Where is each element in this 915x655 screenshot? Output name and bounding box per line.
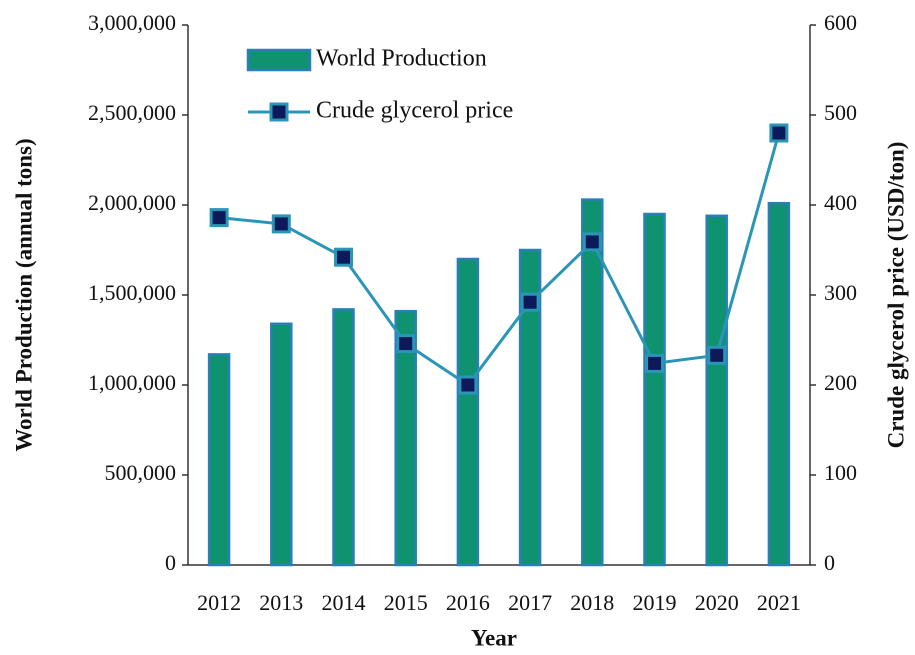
y2-tick-label: 200	[824, 370, 857, 395]
x-tick-label: 2020	[695, 590, 739, 615]
price-marker	[582, 232, 602, 252]
x-tick-label: 2015	[384, 590, 428, 615]
bar	[705, 214, 728, 567]
legend-swatch	[246, 48, 312, 72]
legend-marker	[269, 102, 289, 122]
legend-label: World Production	[316, 46, 487, 72]
y2-axis-label: Crude glycerol price (USD/ton)	[883, 142, 908, 449]
x-tick-label: 2013	[259, 590, 303, 615]
y-tick-label: 500,000	[105, 460, 177, 485]
x-axis-label: Year	[471, 625, 517, 650]
price-marker	[520, 292, 540, 312]
y-tick-label: 1,000,000	[88, 370, 176, 395]
bar	[207, 353, 231, 567]
x-tick-label: 2021	[757, 590, 801, 615]
bar	[456, 257, 480, 567]
bar	[332, 308, 355, 567]
y2-tick-label: 600	[824, 10, 857, 35]
price-marker	[458, 375, 478, 395]
bar	[767, 201, 791, 567]
bar	[581, 198, 604, 567]
bar	[518, 248, 542, 567]
x-tick-label: 2017	[508, 590, 552, 615]
y-tick-label: 2,000,000	[88, 190, 176, 215]
x-tick-label: 2012	[197, 590, 241, 615]
bar	[270, 322, 293, 567]
legend-label: Crude glycerol price	[316, 98, 513, 124]
price-line	[218, 132, 781, 388]
y-tick-label: 2,500,000	[88, 100, 176, 125]
y-axis-label: World Production (annual tons)	[11, 138, 36, 451]
y2-tick-label: 100	[824, 460, 857, 485]
price-marker	[334, 247, 353, 267]
y2-tick-label: 300	[824, 280, 857, 305]
x-tick-label: 2016	[446, 590, 490, 615]
y2-tick-label: 400	[824, 190, 857, 215]
x-tick-label: 2019	[633, 590, 677, 615]
price-marker	[209, 208, 229, 228]
y-tick-label: 1,500,000	[88, 280, 176, 305]
price-marker	[396, 334, 416, 354]
price-marker	[271, 214, 291, 234]
y-tick-label: 0	[165, 550, 176, 575]
x-tick-label: 2018	[570, 590, 614, 615]
price-marker	[769, 123, 789, 143]
y-tick-label: 3,000,000	[88, 10, 176, 35]
price-marker	[707, 345, 727, 365]
price-marker	[645, 353, 664, 373]
y2-tick-label: 0	[824, 550, 835, 575]
x-tick-label: 2014	[322, 590, 366, 615]
y2-tick-label: 500	[824, 100, 857, 125]
bar	[643, 212, 666, 567]
bar	[394, 309, 417, 567]
